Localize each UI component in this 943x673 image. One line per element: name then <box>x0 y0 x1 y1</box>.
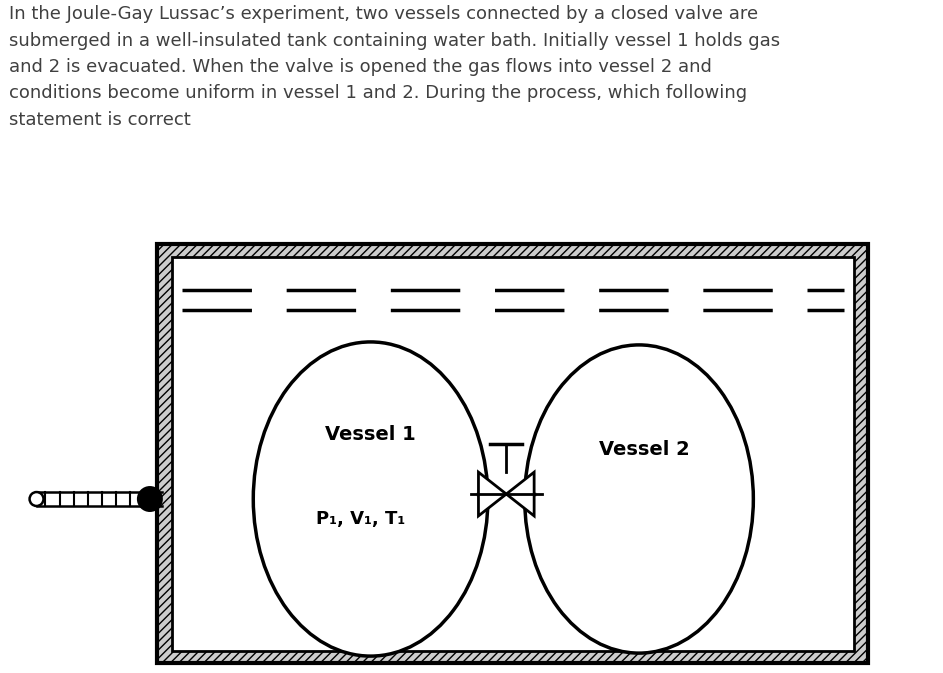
Polygon shape <box>506 472 534 516</box>
Polygon shape <box>478 472 506 516</box>
Circle shape <box>138 487 162 511</box>
Text: In the Joule-Gay Lussac’s experiment, two vessels connected by a closed valve ar: In the Joule-Gay Lussac’s experiment, tw… <box>9 5 781 129</box>
Circle shape <box>29 492 43 506</box>
Text: P₁, V₁, T₁: P₁, V₁, T₁ <box>316 510 405 528</box>
Text: Vessel 2: Vessel 2 <box>599 439 689 459</box>
Polygon shape <box>157 244 868 663</box>
Ellipse shape <box>254 342 488 656</box>
Text: Vessel 1: Vessel 1 <box>325 425 416 444</box>
Ellipse shape <box>524 345 753 653</box>
Polygon shape <box>172 258 853 651</box>
